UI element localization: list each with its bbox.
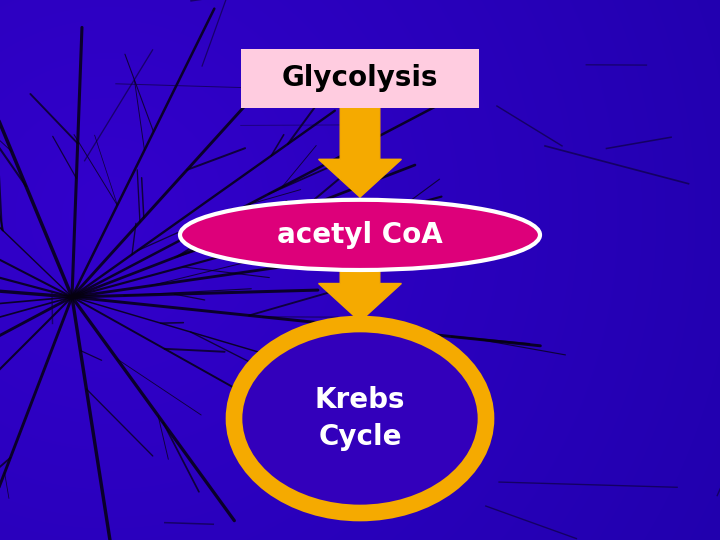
Text: Krebs
Cycle: Krebs Cycle [315,386,405,451]
FancyArrow shape [319,270,402,321]
FancyArrow shape [319,108,402,197]
Ellipse shape [180,200,540,270]
Circle shape [234,324,486,513]
Text: acetyl CoA: acetyl CoA [277,221,443,249]
Text: Glycolysis: Glycolysis [282,64,438,92]
FancyBboxPatch shape [241,49,479,108]
